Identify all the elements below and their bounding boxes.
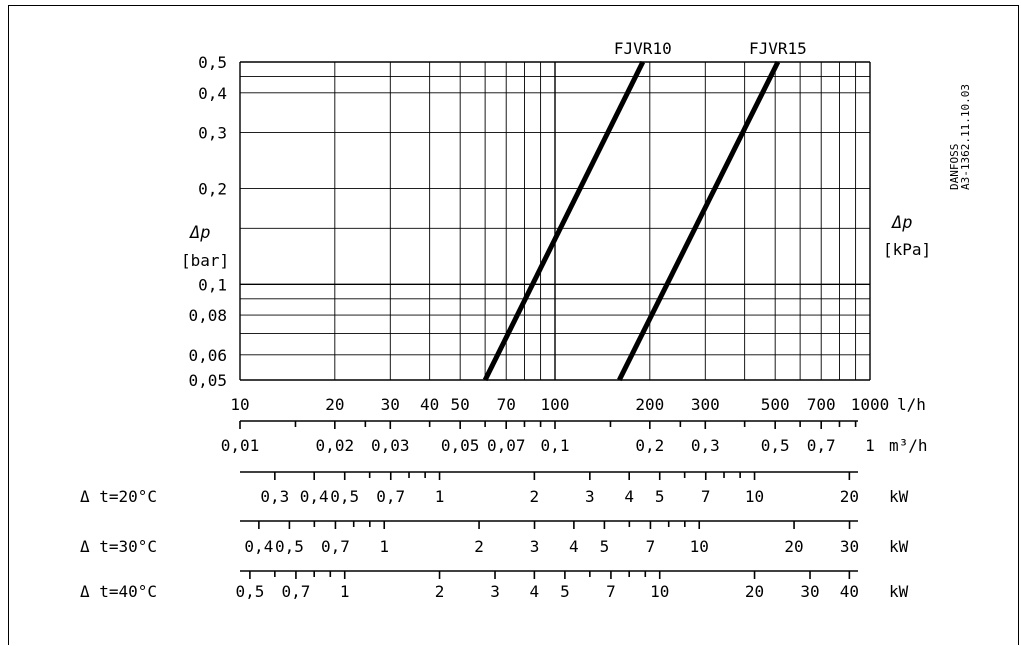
drawing-reference-number: A3-1362.11.10.03 bbox=[959, 84, 972, 190]
scale-label-dt40: 40 bbox=[840, 582, 859, 601]
x-tick-label: 70 bbox=[497, 395, 516, 414]
scale-label-m3h: 0,3 bbox=[691, 436, 720, 455]
scale-label-dt30: 20 bbox=[784, 537, 803, 556]
left-tick-label: 0,05 bbox=[188, 371, 227, 390]
scale-label-dt20: 5 bbox=[655, 487, 665, 506]
scale-name-dt30: Δ t=30°C bbox=[80, 537, 157, 556]
scale-unit-dt40: kW bbox=[889, 582, 909, 601]
scale-name-dt20: Δ t=20°C bbox=[80, 487, 157, 506]
x-tick-label: 300 bbox=[691, 395, 720, 414]
right-axis-label: Δp bbox=[891, 213, 912, 233]
series-label-fjvr15: FJVR15 bbox=[749, 39, 807, 58]
x-tick-label: 30 bbox=[381, 395, 400, 414]
scale-label-m3h: 0,07 bbox=[487, 436, 526, 455]
scale-label-m3h: 1 bbox=[865, 436, 875, 455]
scale-label-dt20: 0,5 bbox=[330, 487, 359, 506]
scale-label-dt20: 0,7 bbox=[376, 487, 405, 506]
left-axis-label: Δp bbox=[189, 223, 210, 243]
drawing-reference-company: DANFOSS bbox=[948, 144, 961, 190]
left-tick-label: 0,4 bbox=[198, 84, 227, 103]
scale-label-dt20: 0,4 bbox=[300, 487, 329, 506]
left-tick-label: 0,3 bbox=[198, 124, 227, 143]
scale-label-dt40: 1 bbox=[340, 582, 350, 601]
scale-label-m3h: 0,5 bbox=[761, 436, 790, 455]
scale-label-dt40: 0,7 bbox=[281, 582, 310, 601]
scale-label-dt20: 4 bbox=[624, 487, 634, 506]
left-axis-unit: [bar] bbox=[181, 251, 229, 270]
scale-label-m3h: 0,1 bbox=[541, 436, 570, 455]
scale-label-dt30: 0,4 bbox=[244, 537, 273, 556]
scale-unit-dt20: kW bbox=[889, 487, 909, 506]
scale-label-dt20: 1 bbox=[435, 487, 445, 506]
left-tick-label: 0,2 bbox=[198, 180, 227, 199]
left-tick-label: 0,08 bbox=[188, 306, 227, 325]
scale-label-dt30: 10 bbox=[690, 537, 709, 556]
scale-label-dt20: 7 bbox=[701, 487, 711, 506]
scale-label-dt20: 3 bbox=[585, 487, 595, 506]
x-tick-label: 100 bbox=[541, 395, 570, 414]
scale-label-dt30: 1 bbox=[379, 537, 389, 556]
scale-label-dt40: 20 bbox=[745, 582, 764, 601]
scale-label-dt40: 0,5 bbox=[235, 582, 264, 601]
scale-label-m3h: 0,2 bbox=[635, 436, 664, 455]
scale-label-m3h: 0,7 bbox=[807, 436, 836, 455]
scale-unit-m3h: m³/h bbox=[889, 436, 928, 455]
scale-label-dt30: 4 bbox=[569, 537, 579, 556]
x-tick-label: 500 bbox=[761, 395, 790, 414]
x-tick-label: 10 bbox=[230, 395, 249, 414]
scale-label-dt30: 0,5 bbox=[275, 537, 304, 556]
x-tick-label: 40 bbox=[420, 395, 439, 414]
scale-label-dt40: 3 bbox=[490, 582, 500, 601]
series-line-fjvr10 bbox=[482, 60, 646, 382]
left-tick-label: 0,5 bbox=[198, 53, 227, 72]
x-tick-label: 50 bbox=[451, 395, 470, 414]
scale-label-m3h: 0,03 bbox=[371, 436, 410, 455]
scale-label-dt30: 0,7 bbox=[321, 537, 350, 556]
chart-frame bbox=[8, 5, 1019, 645]
left-tick-label: 0,1 bbox=[198, 275, 227, 294]
scale-label-dt40: 5 bbox=[560, 582, 570, 601]
scale-label-m3h: 0,01 bbox=[221, 436, 260, 455]
scale-label-dt30: 2 bbox=[474, 537, 484, 556]
scale-name-dt40: Δ t=40°C bbox=[80, 582, 157, 601]
x-tick-label: 200 bbox=[635, 395, 664, 414]
x-tick-label: 1000 bbox=[851, 395, 890, 414]
x-tick-label: 700 bbox=[807, 395, 836, 414]
right-axis-unit: [kPa] bbox=[883, 240, 931, 259]
scale-label-dt30: 7 bbox=[646, 537, 656, 556]
x-tick-label: 20 bbox=[325, 395, 344, 414]
scale-label-dt40: 2 bbox=[435, 582, 445, 601]
scale-label-dt40: 30 bbox=[800, 582, 819, 601]
scale-label-dt20: 10 bbox=[745, 487, 764, 506]
scale-label-dt20: 2 bbox=[530, 487, 540, 506]
x-axis-unit: l/h bbox=[897, 395, 926, 414]
scale-unit-dt30: kW bbox=[889, 537, 909, 556]
scale-label-dt40: 7 bbox=[606, 582, 616, 601]
scale-label-m3h: 0,02 bbox=[316, 436, 355, 455]
series-line-fjvr15 bbox=[617, 60, 781, 382]
scale-label-dt30: 5 bbox=[600, 537, 610, 556]
left-tick-label: 0,06 bbox=[188, 346, 227, 365]
scale-label-m3h: 0,05 bbox=[441, 436, 480, 455]
scale-label-dt20: 0,3 bbox=[260, 487, 289, 506]
scale-label-dt20: 20 bbox=[840, 487, 859, 506]
scale-label-dt30: 30 bbox=[840, 537, 859, 556]
series-label-fjvr10: FJVR10 bbox=[614, 39, 672, 58]
scale-label-dt40: 10 bbox=[650, 582, 669, 601]
scale-label-dt30: 3 bbox=[530, 537, 540, 556]
scale-label-dt40: 4 bbox=[530, 582, 540, 601]
